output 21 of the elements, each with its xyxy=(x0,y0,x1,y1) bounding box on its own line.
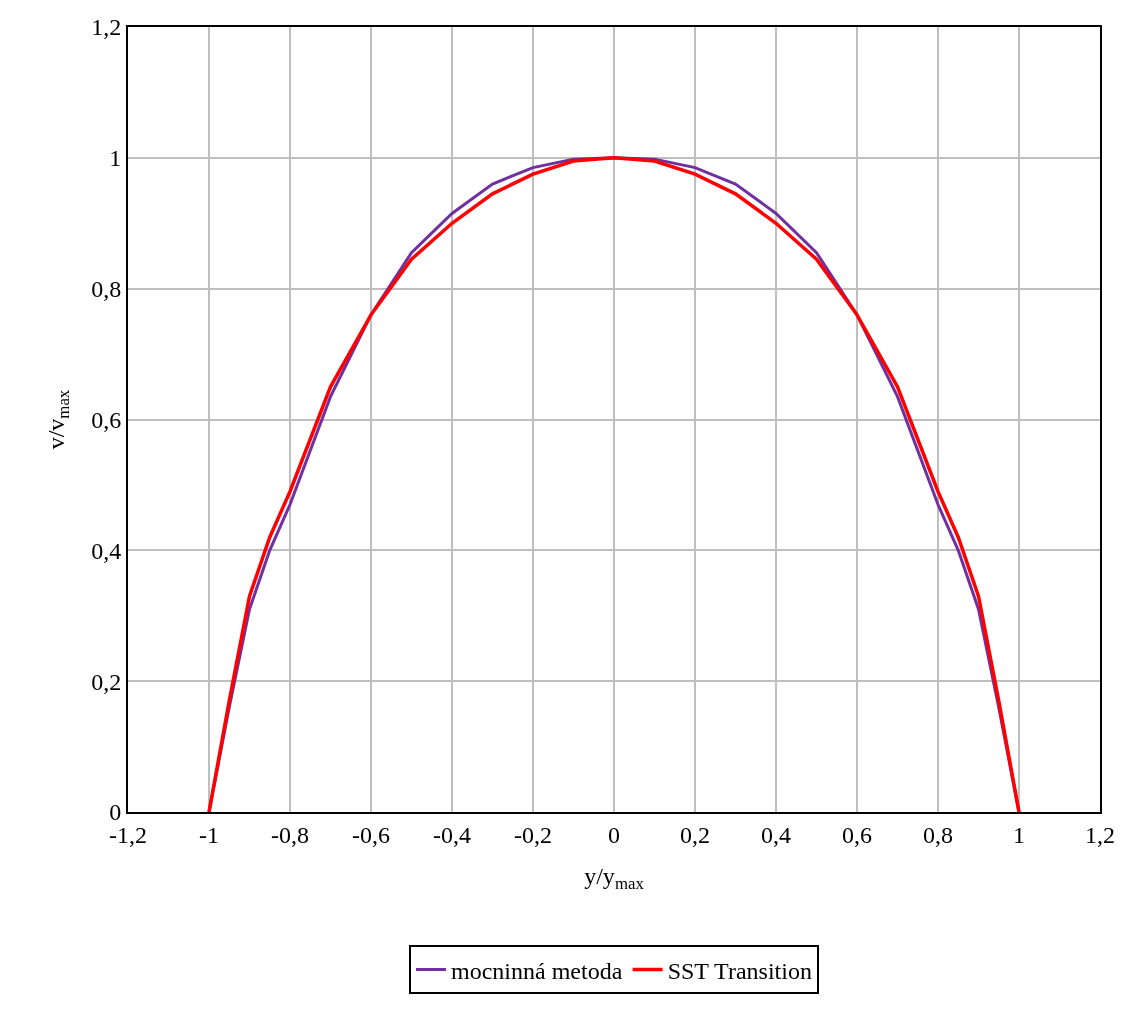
x-tick-label: -1 xyxy=(199,821,219,848)
y-tick-label: 1,2 xyxy=(91,14,122,41)
x-tick-label: 0,2 xyxy=(680,821,710,848)
x-tick-label: 0 xyxy=(608,821,620,848)
y-tick-label: 0,6 xyxy=(91,406,122,433)
x-tick-label: 1 xyxy=(1013,821,1025,848)
y-tick-label: 1 xyxy=(109,145,122,172)
y-tick-label: 0,8 xyxy=(91,276,122,303)
legend-label: SST Transition xyxy=(667,957,812,984)
y-tick-label: 0,4 xyxy=(91,537,122,564)
x-tick-label: 1,2 xyxy=(1085,821,1115,848)
x-tick-label: -0,2 xyxy=(514,821,552,848)
x-axis-title: y/y$_{max}$ xyxy=(584,862,645,893)
x-tick-label: 0,6 xyxy=(842,821,872,848)
legend-label: mocninná metoda xyxy=(451,957,623,984)
x-tick-label: -0,8 xyxy=(271,821,309,848)
x-tick-label: 0,4 xyxy=(761,821,791,848)
y-tick-label: 0,2 xyxy=(91,668,122,695)
x-tick-label: 0,8 xyxy=(923,821,953,848)
x-tick-label: -0,4 xyxy=(433,821,471,848)
x-tick-label: -0,6 xyxy=(352,821,390,848)
